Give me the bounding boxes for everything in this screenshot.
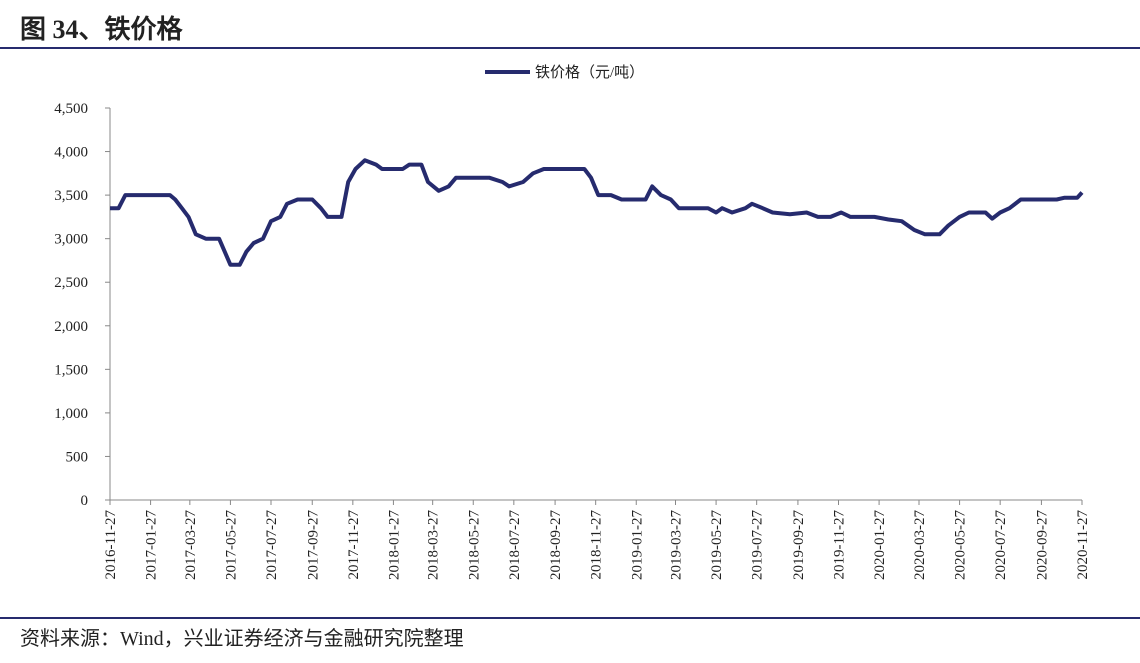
y-tick-label: 3,500 [54, 188, 88, 204]
x-tick-label: 2018-01-27 [386, 510, 402, 580]
chart-title: 图 34、铁价格 [20, 14, 184, 44]
x-tick-label: 2019-03-27 [669, 510, 685, 580]
x-tick-label: 2020-07-27 [993, 510, 1009, 580]
x-tick-label: 2018-05-27 [466, 510, 482, 580]
legend-label: 铁价格（元/吨） [535, 64, 644, 81]
x-tick-label: 2017-05-27 [223, 510, 239, 580]
x-tick-label: 2020-01-27 [872, 510, 888, 580]
x-tick-label: 2020-11-27 [1075, 510, 1091, 580]
x-tick-label: 2019-01-27 [629, 510, 645, 580]
x-tick-label: 2017-01-27 [144, 510, 160, 580]
y-tick-label: 2,000 [54, 319, 88, 335]
x-tick-label: 2017-07-27 [264, 510, 280, 580]
x-tick-label: 2019-11-27 [832, 510, 848, 580]
x-tick-label: 2018-03-27 [426, 510, 442, 580]
price-line [110, 158, 1084, 267]
x-tick-label: 2018-11-27 [589, 510, 605, 580]
y-tick-label: 3,000 [54, 232, 88, 248]
y-tick-label: 1,000 [54, 406, 88, 422]
y-tick-label: 500 [66, 449, 89, 465]
x-tick-label: 2017-09-27 [305, 510, 321, 580]
y-tick-label: 4,500 [54, 101, 88, 117]
y-tick-label: 1,500 [54, 362, 88, 378]
x-tick-label: 2020-09-27 [1034, 510, 1050, 580]
y-tick-label: 4,000 [54, 145, 88, 161]
x-tick-label: 2020-03-27 [912, 510, 928, 580]
x-tick-label: 2018-07-27 [507, 510, 523, 580]
y-tick-label: 0 [81, 493, 89, 509]
x-tick-label: 2019-09-27 [791, 510, 807, 580]
x-tick-label: 2017-03-27 [183, 510, 199, 580]
x-tick-label: 2020-05-27 [953, 510, 969, 580]
x-tick-label: 2017-11-27 [346, 510, 362, 580]
x-tick-label: 2018-09-27 [548, 510, 564, 580]
source-note: 资料来源：Wind，兴业证券经济与金融研究院整理 [20, 627, 464, 650]
x-tick-label: 2016-11-27 [103, 510, 119, 580]
y-tick-label: 2,500 [54, 275, 88, 291]
x-tick-label: 2019-07-27 [750, 510, 766, 580]
x-tick-label: 2019-05-27 [709, 510, 725, 580]
